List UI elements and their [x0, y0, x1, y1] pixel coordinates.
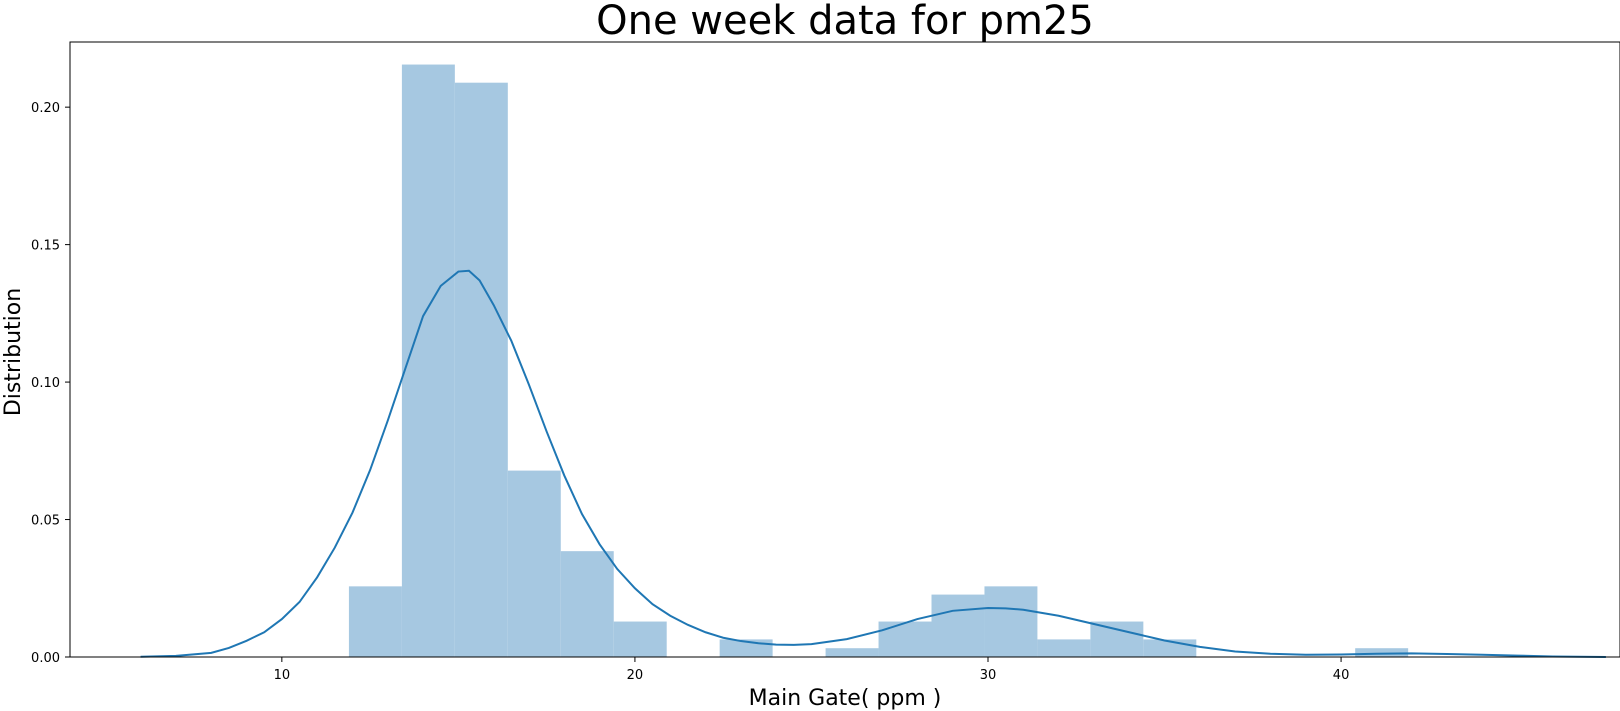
x-tick-label-0: 10: [274, 668, 291, 683]
histogram-bar-5: [613, 621, 667, 657]
histogram-bar-0: [348, 586, 402, 657]
x-tick-label-3: 40: [1333, 668, 1350, 683]
histogram-bar-2: [454, 82, 508, 657]
x-axis-ticks: 10 20 30 40: [274, 657, 1350, 683]
x-tick-label-1: 20: [627, 668, 644, 683]
histogram-bar-10: [984, 586, 1038, 657]
y-tick-label-0: 0.00: [31, 651, 60, 666]
x-axis-title: Main Gate( ppm ): [749, 686, 942, 711]
histogram-bar-11: [1037, 639, 1091, 657]
y-tick-label-4: 0.20: [31, 101, 60, 116]
histogram-bars: [348, 64, 1409, 658]
histogram-bar-8: [878, 621, 932, 657]
y-tick-label-3: 0.15: [31, 239, 60, 254]
kde-density-line: [140, 269, 1606, 658]
x-tick-label-2: 30: [980, 668, 997, 683]
plot-area-frame: [69, 41, 1620, 658]
histogram-bar-9: [931, 594, 985, 657]
histogram-bar-7: [825, 648, 879, 657]
chart-title: One week data for pm25: [596, 0, 1094, 44]
histogram-bar-3: [507, 470, 561, 657]
histogram-bar-14: [1355, 648, 1409, 657]
histogram-bar-4: [560, 551, 614, 657]
y-tick-label-1: 0.05: [31, 514, 60, 529]
y-tick-label-2: 0.10: [31, 376, 60, 391]
y-axis-title: Distribution: [1, 288, 26, 416]
histogram-bar-1: [401, 64, 455, 658]
histogram-bar-12: [1090, 621, 1144, 657]
y-axis-ticks: 0.00 0.05 0.10 0.15 0.20: [31, 101, 70, 666]
